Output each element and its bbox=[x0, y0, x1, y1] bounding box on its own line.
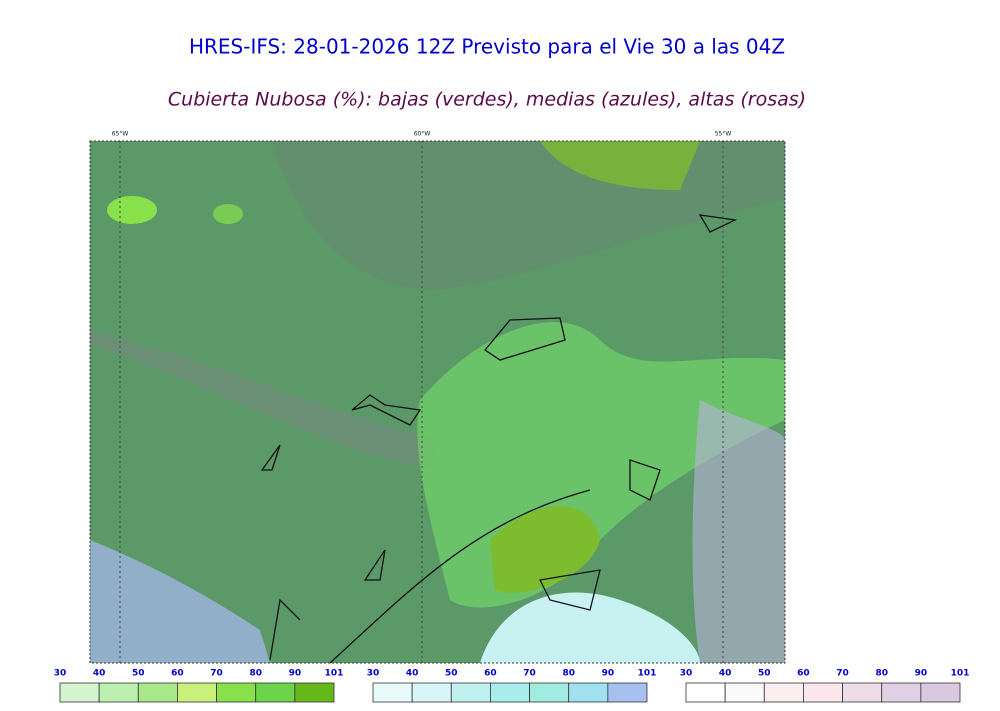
cloud-mid bbox=[480, 592, 700, 663]
colorbar-label: 90 bbox=[289, 669, 302, 679]
colorbar-swatch bbox=[724, 682, 765, 703]
cloud-low bbox=[107, 196, 157, 224]
colorbar-label: 70 bbox=[836, 669, 849, 679]
colorbar-label: 40 bbox=[93, 669, 106, 679]
colorbar-swatch bbox=[59, 682, 100, 703]
colorbar-swatch bbox=[294, 682, 335, 703]
colorbar-swatch bbox=[529, 682, 570, 703]
colorbar-swatch bbox=[98, 682, 139, 703]
map-frame bbox=[89, 140, 786, 664]
graticule bbox=[119, 141, 724, 663]
colorbar-label: 80 bbox=[875, 669, 888, 679]
colorbar-label: 90 bbox=[915, 669, 928, 679]
colorbar-label: 80 bbox=[249, 669, 262, 679]
colorbar-label: 101 bbox=[638, 669, 657, 679]
colorbar-label: 101 bbox=[951, 669, 970, 679]
colorbar-label: 101 bbox=[325, 669, 344, 679]
colorbar-swatch bbox=[255, 682, 296, 703]
colorbar-label: 90 bbox=[602, 669, 615, 679]
colorbar-swatch bbox=[372, 682, 413, 703]
cloud-low bbox=[395, 141, 700, 190]
colorbar-swatch bbox=[920, 682, 961, 703]
colorbar-label: 50 bbox=[758, 669, 771, 679]
colorbar-label: 50 bbox=[132, 669, 145, 679]
title: HRES-IFS: 28-01-2026 12Z Previsto para e… bbox=[189, 35, 785, 59]
colorbar-swatch bbox=[607, 682, 648, 703]
longitude-label: 55°W bbox=[715, 131, 732, 138]
colorbar-swatch bbox=[137, 682, 178, 703]
colorbar-label: 60 bbox=[484, 669, 497, 679]
cloud-low bbox=[213, 204, 243, 224]
longitude-label: 60°W bbox=[414, 131, 431, 138]
colorbar-swatch bbox=[685, 682, 726, 703]
cloud-band bbox=[90, 330, 440, 470]
colorbar-label: 30 bbox=[367, 669, 380, 679]
colorbar-label: 50 bbox=[445, 669, 458, 679]
colorbar-swatch bbox=[842, 682, 883, 703]
colorbar-swatch bbox=[450, 682, 491, 703]
colorbar-label: 40 bbox=[719, 669, 732, 679]
colorbar-swatch bbox=[177, 682, 217, 703]
colorbar-label: 70 bbox=[210, 669, 223, 679]
colorbar-label: 40 bbox=[406, 669, 419, 679]
colorbar-label: 80 bbox=[562, 669, 575, 679]
cloud-high bbox=[692, 400, 785, 663]
colorbar-label: 30 bbox=[54, 669, 67, 679]
colorbar-swatch bbox=[411, 682, 452, 703]
longitude-label: 65°W bbox=[112, 131, 129, 138]
colorbar-swatch bbox=[881, 682, 922, 703]
colorbar-swatch bbox=[568, 682, 609, 703]
colorbar-swatch bbox=[216, 682, 257, 703]
colorbar-label: 70 bbox=[523, 669, 536, 679]
cloud-low bbox=[490, 506, 600, 593]
subtitle: Cubierta Nubosa (%): bajas (verdes), med… bbox=[168, 89, 806, 111]
colorbar-swatch bbox=[490, 682, 530, 703]
colorbar-label: 60 bbox=[797, 669, 810, 679]
cloud-mid bbox=[90, 540, 270, 663]
colorbar-label: 60 bbox=[171, 669, 184, 679]
colorbars: 30 40 50 60 70 80 90 101 30 40 50 60 70 80 90 101 30 40 50… bbox=[54, 669, 970, 703]
colorbar-label: 30 bbox=[680, 669, 693, 679]
map: 65°W 60°W 55°W bbox=[89, 131, 786, 664]
colorbar-swatch bbox=[763, 682, 804, 703]
colorbar-swatch bbox=[803, 682, 843, 703]
